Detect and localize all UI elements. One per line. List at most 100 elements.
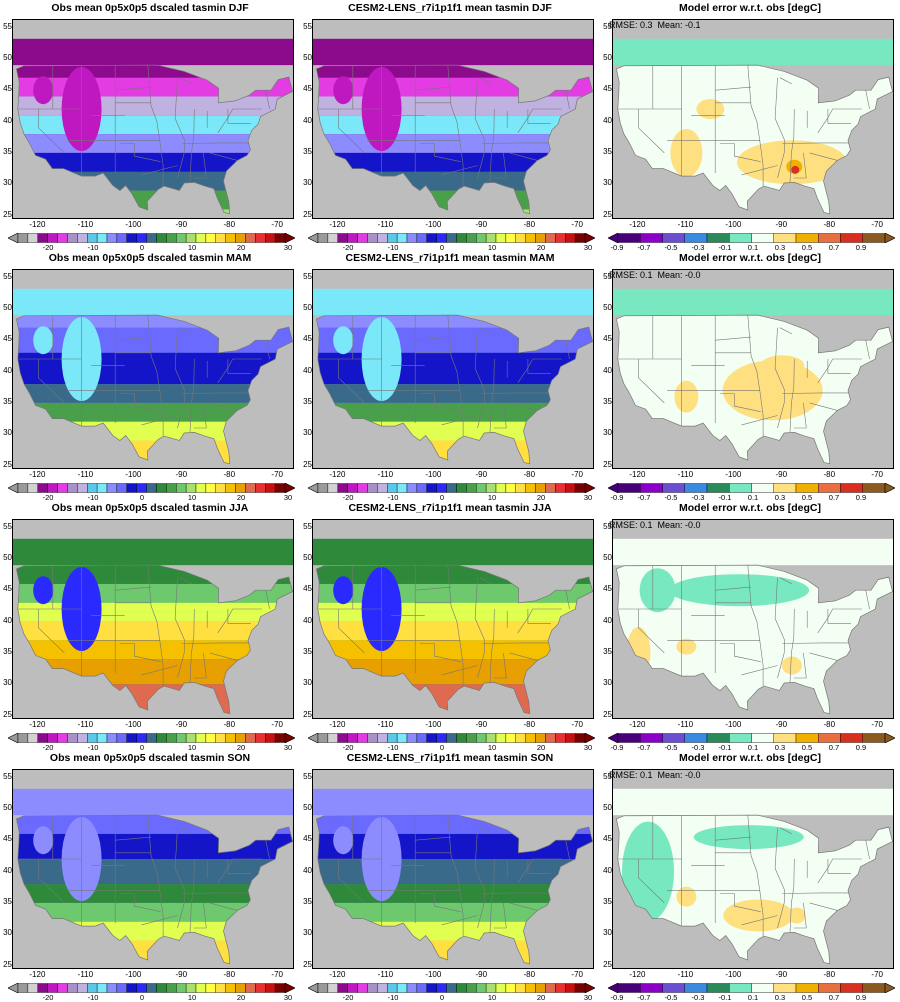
colorbar-swatch (818, 233, 841, 243)
lon-tick-label: -80 (823, 970, 836, 979)
colorbar-tick-label: 0.3 (774, 243, 786, 252)
lon-tick-label: -120 (329, 220, 346, 229)
colorbar (308, 733, 595, 743)
lon-tick-label: -80 (823, 220, 836, 229)
lon-tick-label: -100 (125, 220, 142, 229)
colorbar-tick-label: 0.9 (855, 243, 867, 252)
colorbar-swatch (37, 233, 48, 243)
colorbar-swatch (862, 733, 886, 743)
colorbar-wrap (308, 483, 595, 493)
lon-tick-label: -100 (125, 720, 142, 729)
lat-tick-label: 45 (3, 334, 12, 344)
colorbar-swatch (377, 483, 388, 493)
colorbar-swatch (505, 233, 516, 243)
colorbar-swatch (225, 983, 236, 993)
colorbar-swatch (426, 733, 437, 743)
colorbar-swatch (495, 233, 507, 243)
colorbar-swatch (337, 983, 348, 993)
colorbar-tick-label: 30 (583, 243, 593, 252)
colorbar-swatch (396, 983, 408, 993)
lat-tick-label: 40 (603, 615, 612, 625)
lat-tick-label: 30 (303, 178, 312, 188)
colorbar-swatch (818, 733, 841, 743)
colorbar-swatch (565, 983, 576, 993)
lat-tick-label: 40 (303, 615, 312, 625)
lat-tick-label: 40 (303, 365, 312, 375)
error-stats: RMSE: 0.3 Mean: -0.1 (609, 20, 701, 30)
panel-title: CESM2-LENS_r7i1p1f1 mean tasmin DJF (348, 2, 552, 14)
colorbar-wrap (608, 733, 895, 743)
colorbar-tick-label: -20 (342, 993, 354, 1002)
colorbar-swatch (426, 983, 437, 993)
lat-tick-label: 45 (3, 84, 12, 94)
lon-tick-label: -90 (475, 970, 488, 979)
lat-tick-label: 25 (603, 959, 612, 969)
colorbar-tick-label: -0.3 (691, 493, 705, 502)
lon-tick-label: -90 (175, 470, 188, 479)
colorbar-swatch (205, 733, 216, 743)
colorbar-swatch (729, 733, 752, 743)
lat-tick-label: 55 (3, 21, 12, 31)
colorbar-tick-label: -20 (42, 493, 54, 502)
colorbar-swatch (795, 233, 819, 243)
colorbar-tick-label: 10 (187, 493, 197, 502)
colorbar-wrap (608, 983, 895, 993)
lat-tick-label: 45 (303, 334, 312, 344)
lon-tick-label: -120 (29, 720, 46, 729)
colorbar-swatch (387, 733, 398, 743)
lon-tick-label: -120 (329, 470, 346, 479)
colorbar-swatch (485, 233, 497, 243)
colorbar-swatch (456, 733, 467, 743)
colorbar-tick-label: 20 (536, 743, 546, 752)
colorbar-swatch (476, 733, 487, 743)
colorbar-swatch (185, 483, 197, 493)
lon-tick-label: -100 (725, 720, 742, 729)
colorbar-swatch (545, 233, 556, 243)
colorbar-swatch (27, 483, 38, 493)
colorbar-tick-label: -10 (387, 493, 399, 502)
colorbar-swatch (225, 233, 236, 243)
colorbar-swatch (773, 483, 797, 493)
colorbar-tick-label: 20 (236, 243, 246, 252)
lon-tick-label: -90 (475, 470, 488, 479)
lon-tick-label: -70 (871, 720, 883, 729)
lon-tick-label: -70 (271, 220, 283, 229)
colorbar-tick-label: 30 (583, 993, 593, 1002)
colorbar-swatch (485, 733, 497, 743)
colorbar-swatch (862, 983, 886, 993)
colorbar-swatch (77, 483, 88, 493)
lat-tick-label: 25 (303, 209, 312, 219)
colorbar-swatch (47, 983, 58, 993)
colorbar-swatch (525, 483, 536, 493)
colorbar-swatch (446, 983, 457, 993)
lat-tick-label: 50 (303, 302, 312, 312)
colorbar-swatch (545, 733, 556, 743)
lat-tick-label: 35 (603, 646, 612, 656)
lat-tick-label: 40 (3, 865, 12, 875)
map-field (613, 20, 893, 218)
colorbar-swatch (57, 483, 68, 493)
colorbar-tick-label: 20 (236, 493, 246, 502)
colorbar-swatch (357, 483, 368, 493)
colorbar-tick-label: 0.7 (828, 493, 840, 502)
colorbar-swatch (27, 233, 38, 243)
colorbar-swatch (166, 233, 177, 243)
lon-tick-label: -120 (329, 720, 346, 729)
colorbar-swatch (485, 483, 497, 493)
err-panel-jja: Model error w.r.t. obs [degC] RMSE: 0.1 M… (600, 500, 900, 752)
lat-tick-label: 45 (303, 834, 312, 844)
colorbar-swatch (126, 483, 137, 493)
mean-label: Mean: -0.0 (657, 520, 701, 530)
colorbar-swatch (176, 233, 187, 243)
lon-tick-label: -80 (523, 220, 536, 229)
colorbar-swatch (195, 483, 207, 493)
colorbar-swatch (436, 233, 447, 243)
colorbar-tick-label: 0.5 (801, 243, 813, 252)
colorbar-swatch (862, 483, 886, 493)
colorbar-swatch (387, 983, 398, 993)
lon-tick-label: -120 (629, 220, 646, 229)
colorbar (608, 233, 895, 243)
err-panel-djf: Model error w.r.t. obs [degC] RMSE: 0.3 M… (600, 0, 900, 252)
lat-tick-label: 55 (303, 271, 312, 281)
colorbar-swatch (515, 483, 526, 493)
